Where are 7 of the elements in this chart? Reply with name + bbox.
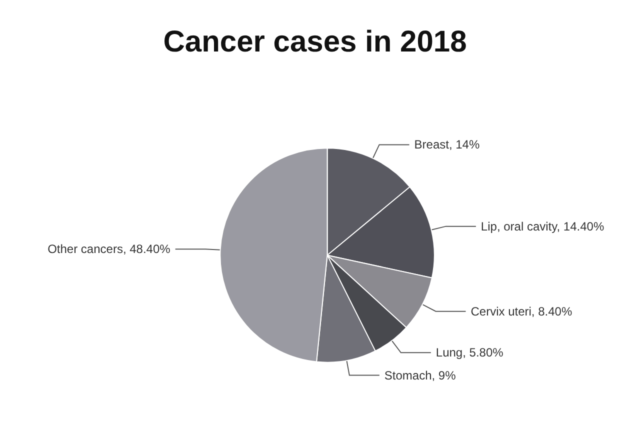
slice-label: Stomach, 9% — [384, 368, 456, 382]
slice-label: Breast, 14% — [414, 138, 480, 152]
slice-label: Cervix uteri, 8.40% — [470, 304, 572, 318]
chart-title: Cancer cases in 2018 — [163, 26, 467, 58]
slice-label: Lip, oral cavity, 14.40% — [480, 219, 604, 234]
slice-label: Lung, 5.80% — [436, 346, 504, 360]
slice-label: Other cancers, 48.40% — [48, 242, 171, 256]
